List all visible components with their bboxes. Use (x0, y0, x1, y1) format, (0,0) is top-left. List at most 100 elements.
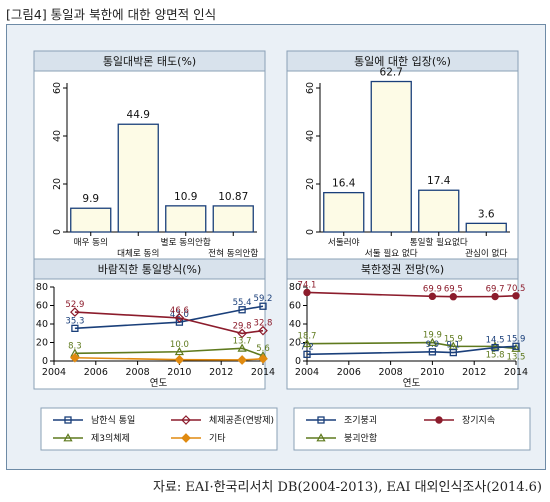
series-marker (491, 292, 499, 301)
chart-canvas: 통일대박론 태도(%) 통일에 대한 입장(%) 바람직한 통일방식(%) 북한정권 … (33, 50, 531, 451)
legend-box (40, 407, 278, 451)
legend-label: 남한식 통일 (91, 415, 135, 426)
x-tick-label: 2008 (379, 367, 403, 378)
panel-title-strip (33, 50, 266, 72)
bar-value-label: 9.9 (82, 193, 99, 205)
panel-title: 통일에 대한 입장(%) (354, 54, 451, 68)
series-line (306, 345, 517, 356)
data-label: 52.9 (65, 300, 84, 310)
category-label: 관심이 없다 (465, 248, 507, 259)
x-tick-label: 2004 (295, 367, 319, 378)
bar (465, 222, 507, 233)
data-label: 69.9 (423, 284, 442, 294)
bar-value-label: 3.6 (478, 208, 495, 220)
y-tick-label: 20 (36, 338, 48, 349)
y-tick-label: 60 (305, 82, 316, 94)
y-tick-label: 60 (289, 301, 301, 312)
legend-label: 체제공존(연방제) (209, 415, 274, 426)
legend-swatch-marker (63, 433, 73, 442)
category-label: 서둘러야 (328, 237, 360, 248)
series-marker (237, 355, 247, 365)
panel-title: 통일대박론 태도(%) (103, 54, 196, 68)
panel-title: 바람직한 통일방식(%) (98, 262, 202, 276)
line-chart-3: 0 20 40 60 80 2004 2006 2008 2010 2012 2014 연도 74.1 6… (289, 280, 528, 389)
x-tick-label: 2010 (167, 367, 191, 378)
series-marker (449, 293, 457, 301)
legend-swatch-marker (181, 433, 191, 443)
bar-value-label: 44.9 (127, 109, 150, 121)
bar (165, 205, 207, 233)
series-marker (258, 325, 268, 336)
y-tick-label: 0 (42, 356, 48, 367)
series-marker (428, 292, 437, 301)
data-label: 15.8 (486, 350, 505, 360)
bar-chart-0: 0 20 40 60 9.9 매우 동의 44.9 대체로 동의 10.9 별로 동의안함 10.8… (52, 82, 258, 259)
legend-swatch-marker (181, 415, 191, 425)
bar (70, 207, 112, 233)
series-line (74, 311, 264, 335)
legend-label: 제3의체제 (91, 433, 130, 444)
data-label: 29.8 (233, 321, 252, 331)
y-tick-label: 20 (289, 338, 301, 349)
x-axis-title: 연도 (150, 378, 168, 389)
series-marker (174, 346, 185, 356)
series-marker (238, 306, 246, 314)
x-tick-label: 2004 (42, 367, 66, 378)
series-marker (237, 343, 247, 352)
x-tick-label: 2012 (462, 367, 486, 378)
data-label: 70.5 (507, 284, 526, 294)
figure-title: [그림4] 통일과 북한에 대한 양면적 인식 (6, 7, 217, 22)
legend-label: 조기붕괴 (344, 415, 377, 426)
data-label: 74.1 (298, 280, 317, 290)
bar-value-label: 17.4 (427, 175, 451, 187)
y-tick-label: 40 (36, 319, 48, 330)
legend-label: 붕괴안함 (344, 433, 377, 444)
y-tick-label: 40 (305, 130, 316, 142)
y-tick-label: 40 (289, 319, 301, 330)
bar-value-label: 16.4 (332, 178, 356, 190)
series-marker (174, 313, 185, 323)
series-marker (258, 353, 268, 364)
legend-label: 기타 (209, 433, 226, 444)
bar (212, 205, 254, 233)
data-label: 69.7 (486, 285, 505, 295)
data-label: 7.2 (300, 342, 314, 352)
series-marker (303, 288, 311, 297)
data-label: 13.5 (507, 353, 526, 363)
data-label: 32.8 (254, 319, 273, 329)
series-marker (174, 354, 185, 365)
x-tick-label: 2012 (209, 367, 233, 378)
y-tick-label: 20 (305, 178, 316, 190)
data-label: 13.7 (233, 336, 252, 346)
series-line (74, 305, 264, 330)
figure-area: 통일대박론 태도(%) 통일에 대한 입장(%) 바람직한 통일방식(%) 북한정권 … (6, 24, 546, 470)
data-label: 10.0 (170, 340, 189, 350)
panel-title-strip (286, 50, 519, 72)
category-label: 전혀 동의안함 (208, 248, 258, 259)
series-marker (71, 324, 79, 332)
y-tick-label: 0 (295, 356, 301, 367)
data-label: 35.3 (65, 316, 84, 326)
data-label: 55.4 (233, 298, 252, 308)
data-label: 8.3 (68, 341, 82, 351)
data-label: 19.9 (423, 331, 442, 341)
series-marker (490, 341, 500, 350)
data-label: 15.9 (507, 334, 526, 344)
y-tick-label: 80 (289, 282, 301, 293)
y-tick-label: 20 (52, 178, 63, 190)
panel-title: 북한정권 전망(%) (361, 263, 444, 276)
x-tick-label: 2010 (420, 367, 444, 378)
series-line (74, 347, 264, 357)
x-tick-label: 2008 (126, 367, 150, 378)
data-label: 15.9 (444, 334, 463, 344)
series-line (74, 356, 264, 361)
y-tick-label: 0 (305, 229, 316, 235)
data-label: 18.7 (298, 332, 317, 342)
source-note: 자료: EAI·한국리서치 DB(2004-2013), EAI 대외인식조사(… (153, 480, 542, 495)
legend-box (293, 407, 531, 451)
legend-swatch-marker (316, 433, 326, 442)
category-label: 매우 동의 (74, 237, 108, 248)
bar-value-label: 10.9 (174, 191, 197, 203)
data-label: 9.9 (426, 340, 440, 350)
